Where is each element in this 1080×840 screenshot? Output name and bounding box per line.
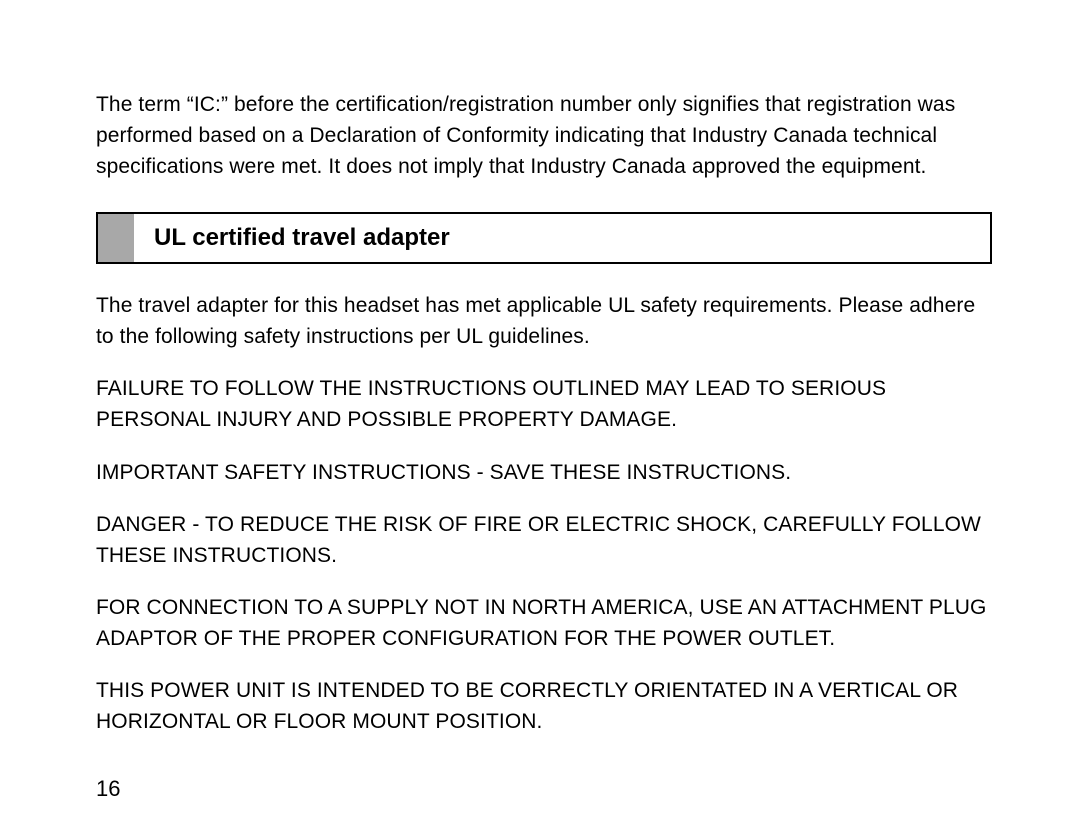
section-heading-title: UL certified travel adapter: [134, 214, 990, 262]
section-paragraph: DANGER - TO REDUCE THE RISK OF FIRE OR E…: [96, 509, 992, 571]
manual-page: The term “IC:” before the certification/…: [0, 0, 1080, 840]
section-paragraph: FAILURE TO FOLLOW THE INSTRUCTIONS OUTLI…: [96, 373, 992, 435]
section-paragraph: THIS POWER UNIT IS INTENDED TO BE CORREC…: [96, 675, 992, 737]
intro-paragraph: The term “IC:” before the certification/…: [96, 89, 992, 182]
section-paragraph: IMPORTANT SAFETY INSTRUCTIONS - SAVE THE…: [96, 457, 992, 488]
section-heading: UL certified travel adapter: [96, 212, 992, 264]
section-heading-tab: [98, 214, 134, 262]
section-paragraph: The travel adapter for this headset has …: [96, 290, 992, 352]
page-number: 16: [96, 776, 120, 802]
section-paragraph: FOR CONNECTION TO A SUPPLY NOT IN NORTH …: [96, 592, 992, 654]
